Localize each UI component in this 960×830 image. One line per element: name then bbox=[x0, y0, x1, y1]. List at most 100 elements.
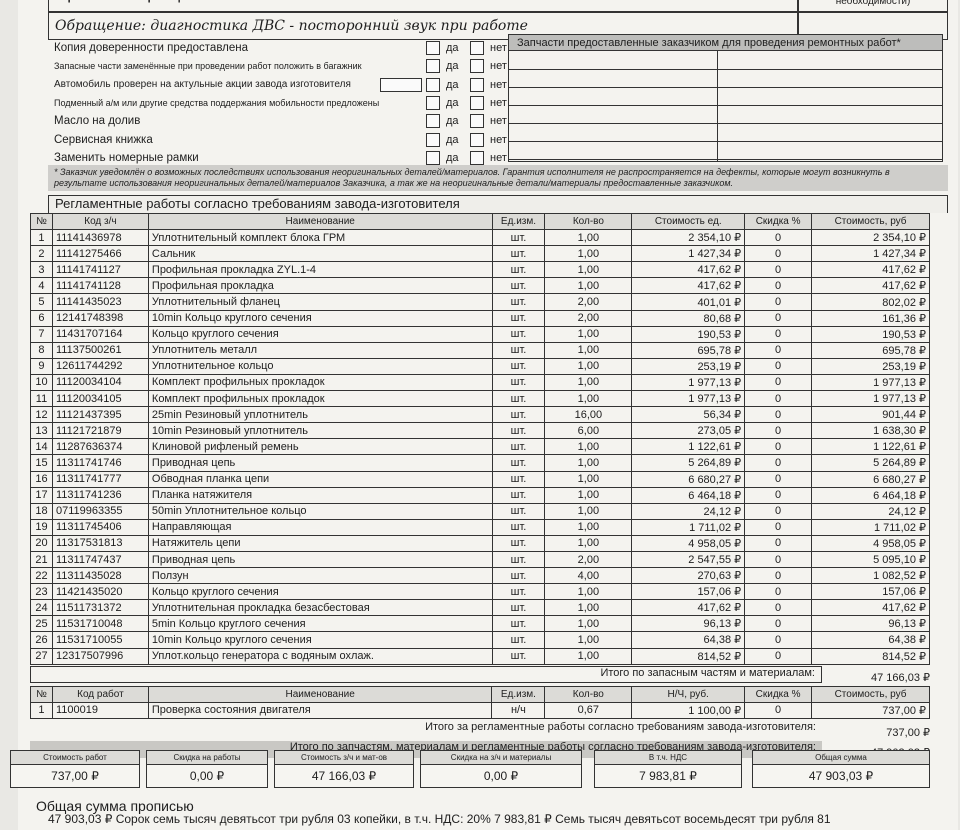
table-row: 18 07119963355 50min Уплотнительное кольцо… bbox=[30, 502, 930, 520]
table-cell: 80,68 ₽ bbox=[631, 309, 746, 327]
divider bbox=[509, 123, 942, 124]
table-cell: 737,00 ₽ bbox=[811, 701, 930, 719]
table-cell: 23 bbox=[30, 583, 53, 601]
no-checkbox[interactable] bbox=[470, 59, 484, 74]
summary-cell: Стоимость з/ч и мат-ов 47 166,03 ₽ bbox=[274, 750, 414, 788]
no-label: нет bbox=[490, 115, 507, 128]
checklist-item: Запасные части заменённые при проведении… bbox=[54, 57, 514, 75]
table-cell: 1 977,13 ₽ bbox=[631, 390, 746, 408]
table-cell: 6 680,27 ₽ bbox=[631, 470, 746, 488]
table-cell: 2 354,10 ₽ bbox=[631, 229, 746, 247]
table-cell: 64,38 ₽ bbox=[631, 631, 746, 649]
summary-cell: Стоимость работ 737,00 ₽ bbox=[10, 750, 140, 788]
labor-total: 737,00 ₽ bbox=[886, 726, 930, 739]
table-cell: 1,00 bbox=[544, 357, 633, 375]
table-row: 2 11141275466 Сальник шт. 1,00 1 427,34 ₽0 1 4… bbox=[30, 245, 930, 263]
table-cell: 24,12 ₽ bbox=[631, 502, 746, 520]
table-cell: шт. bbox=[491, 550, 546, 569]
table-cell: 253,19 ₽ bbox=[811, 357, 930, 375]
yes-checkbox[interactable] bbox=[426, 132, 440, 147]
table-row: 4 11141741128 Профильная прокладка шт. 1,00 4… bbox=[30, 277, 930, 295]
table-cell: 1,00 bbox=[544, 261, 633, 279]
table-cell: Уплот.кольцо генератора с водяным охлаж. bbox=[147, 647, 493, 665]
table-cell: 1 638,30 ₽ bbox=[811, 422, 930, 440]
table-cell: 13 bbox=[30, 422, 53, 440]
no-checkbox[interactable] bbox=[470, 150, 484, 165]
table-row: 3 11141741127 Профильная прокладка ZYL.1-4… bbox=[30, 261, 930, 279]
table-cell: 11141741128 bbox=[51, 277, 149, 295]
table-cell: 11141275466 bbox=[51, 245, 149, 263]
table-cell: Профильная прокладка bbox=[147, 277, 493, 295]
no-checkbox[interactable] bbox=[470, 114, 484, 129]
table-cell: 17 bbox=[30, 486, 53, 504]
table-row: 24 11511731372 Уплотнительная прокладка бе… bbox=[30, 599, 930, 617]
column-header: Стоимость, руб bbox=[811, 685, 930, 703]
table-row: 11 11120034105 Комплект профильных проклад… bbox=[30, 390, 930, 408]
table-cell: 12611744292 bbox=[51, 357, 149, 375]
no-checkbox[interactable] bbox=[470, 77, 484, 92]
table-cell: 417,62 ₽ bbox=[631, 599, 746, 617]
checklist-label: Запасные части заменённые при проведении… bbox=[54, 61, 362, 72]
table-cell: 0 bbox=[744, 567, 813, 585]
table-cell: 11120034105 bbox=[51, 390, 149, 408]
parts-section-title: Регламентные работы согласно требованиям… bbox=[48, 195, 948, 213]
table-cell: шт. bbox=[491, 502, 546, 520]
yes-checkbox[interactable] bbox=[426, 77, 440, 92]
summary-cell: Общая сумма 47 903,03 ₽ bbox=[752, 750, 930, 788]
checklist-label: Автомобиль проверен на актульные акции з… bbox=[54, 79, 351, 91]
table-cell: шт. bbox=[491, 583, 546, 601]
table-cell: 96,13 ₽ bbox=[631, 615, 746, 633]
column-header: № bbox=[30, 685, 53, 703]
yes-checkbox[interactable] bbox=[426, 59, 440, 74]
table-cell: 19 bbox=[30, 518, 53, 536]
no-checkbox[interactable] bbox=[470, 41, 484, 55]
table-row: 27 12317507996 Уплот.кольцо генератора с в… bbox=[30, 647, 930, 665]
table-cell: 417,62 ₽ bbox=[631, 261, 746, 279]
yes-label: да bbox=[446, 42, 459, 54]
checklist-label: Заменить номерные рамки bbox=[54, 151, 199, 164]
table-cell: 1,00 bbox=[544, 647, 633, 665]
table-cell: шт. bbox=[491, 647, 546, 665]
summary-value: 47 166,03 ₽ bbox=[311, 769, 377, 783]
table-row: 5 11141435023 Уплотнительный фланец шт. 2,00… bbox=[30, 293, 930, 311]
divider bbox=[509, 141, 942, 142]
column-header: Стоимость ед. bbox=[631, 212, 746, 231]
table-cell: 11421435020 bbox=[51, 583, 149, 601]
table-cell: 1,00 bbox=[544, 502, 633, 520]
table-row: 20 11317531813 Натяжитель цепи шт. 1,00 4 958… bbox=[30, 534, 930, 552]
table-cell: 24,12 ₽ bbox=[811, 502, 930, 520]
yes-checkbox[interactable] bbox=[426, 41, 440, 55]
promo-code-field[interactable] bbox=[380, 77, 422, 92]
table-cell: 11531710048 bbox=[51, 615, 149, 633]
table-cell: шт. bbox=[491, 325, 546, 343]
table-cell: Кольцо круглого сечения bbox=[147, 583, 493, 601]
table-cell: 1 427,34 ₽ bbox=[631, 245, 746, 263]
yes-checkbox[interactable] bbox=[426, 114, 440, 129]
table-cell: 1,00 bbox=[544, 599, 633, 617]
table-cell: 802,02 ₽ bbox=[811, 293, 930, 311]
table-cell: Уплотнительная прокладка безасбестовая bbox=[147, 599, 493, 617]
table-row: 9 12611744292 Уплотнительное кольцо шт. 1,00… bbox=[30, 357, 930, 375]
table-cell: шт. bbox=[491, 261, 546, 279]
table-row: 1 11141436978 Уплотнительный комплект блок… bbox=[30, 229, 930, 247]
yes-checkbox[interactable] bbox=[426, 150, 440, 165]
table-cell: 24 bbox=[30, 599, 53, 617]
table-cell: 0 bbox=[744, 486, 813, 504]
table-cell: 1 bbox=[30, 701, 53, 719]
no-checkbox[interactable] bbox=[470, 132, 484, 147]
customer-parts-header: Запчасти предоставленные заказчиком для … bbox=[509, 35, 942, 51]
table-cell: Приводная цепь bbox=[147, 454, 493, 472]
table-cell: 0 bbox=[744, 357, 813, 375]
table-cell: 0 bbox=[744, 406, 813, 424]
no-label: нет bbox=[490, 42, 507, 54]
table-cell: 11511731372 bbox=[51, 599, 149, 617]
table-cell: Планка натяжителя bbox=[147, 486, 493, 504]
table-cell: 11287636374 bbox=[51, 438, 149, 456]
table-cell: 25 bbox=[30, 615, 53, 633]
column-header: Скидка % bbox=[744, 212, 813, 231]
yes-checkbox[interactable] bbox=[426, 95, 440, 110]
table-cell: 0 bbox=[744, 647, 813, 665]
no-checkbox[interactable] bbox=[470, 95, 484, 110]
table-cell: 4,00 bbox=[544, 567, 633, 585]
table-cell: 56,34 ₽ bbox=[631, 406, 746, 424]
